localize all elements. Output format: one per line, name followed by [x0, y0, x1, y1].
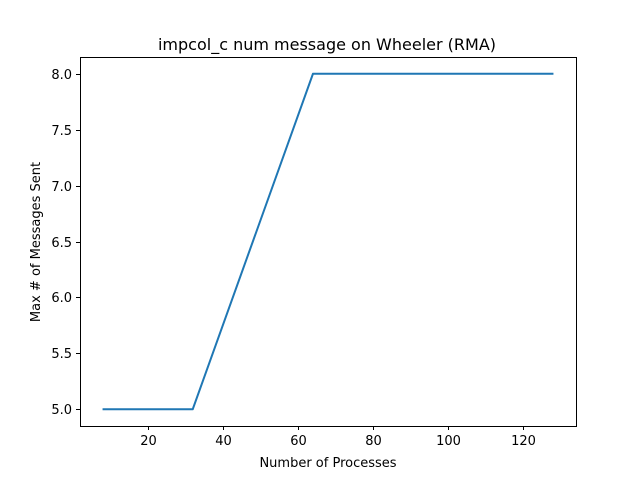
x-tick-label: 120	[511, 434, 536, 449]
x-tick-label: 80	[365, 434, 382, 449]
chart-title: impcol_c num message on Wheeler (RMA)	[158, 35, 496, 55]
series-layer	[102, 72, 554, 411]
ticks-layer: 20 40 60 80 100 120 5.0 5.5 6.0 6.5 7.0 7.5 8.0	[51, 68, 536, 449]
series-line-0	[102, 72, 554, 411]
y-tick-label: 7.5	[51, 124, 72, 139]
y-tick-label: 8.0	[51, 68, 72, 83]
x-tick-label: 60	[290, 434, 307, 449]
y-axis-label: Max # of Messages Sent	[29, 162, 44, 322]
x-tick-label: 100	[436, 434, 461, 449]
y-tick-label: 7.0	[51, 180, 72, 195]
x-tick-label: 20	[140, 434, 157, 449]
y-tick-label: 5.0	[51, 403, 72, 418]
y-tick-label: 6.0	[51, 291, 72, 306]
x-tick-label: 40	[215, 434, 232, 449]
y-tick-label: 6.5	[51, 236, 72, 251]
y-tick-label: 5.5	[51, 347, 72, 362]
axes-frame	[80, 57, 577, 427]
x-axis-label: Number of Processes	[259, 456, 396, 471]
